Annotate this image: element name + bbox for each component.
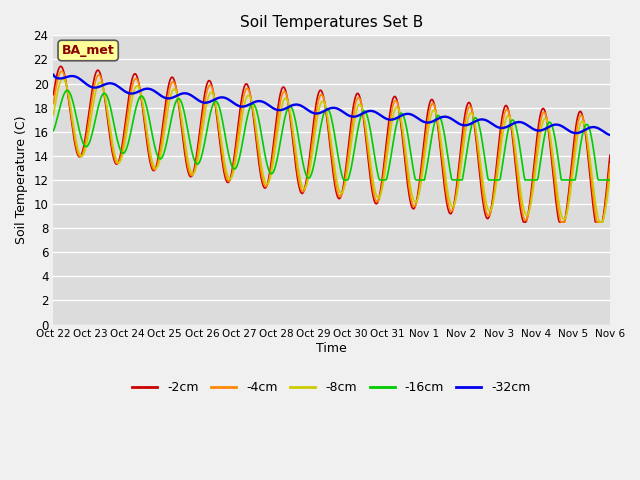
- Legend: -2cm, -4cm, -8cm, -16cm, -32cm: -2cm, -4cm, -8cm, -16cm, -32cm: [127, 376, 536, 399]
- Title: Soil Temperatures Set B: Soil Temperatures Set B: [240, 15, 423, 30]
- Text: BA_met: BA_met: [62, 44, 115, 57]
- Y-axis label: Soil Temperature (C): Soil Temperature (C): [15, 116, 28, 244]
- X-axis label: Time: Time: [316, 342, 347, 355]
